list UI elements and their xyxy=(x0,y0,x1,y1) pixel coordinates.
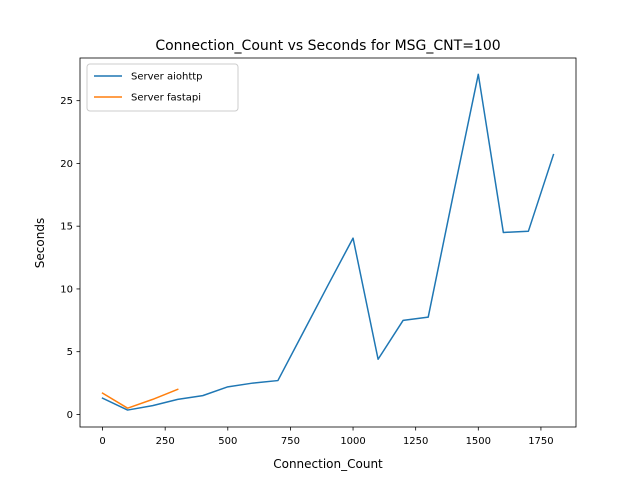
series-line-0 xyxy=(101,73,555,411)
legend-box xyxy=(86,63,239,112)
x-tick-label-0: 0 xyxy=(99,436,105,447)
x-tick-label-6: 1500 xyxy=(466,436,491,447)
legend-label-1: Server fastapi xyxy=(131,93,201,104)
y-tick-label-0: 0 xyxy=(67,410,73,421)
x-axis-label: Connection_Count xyxy=(273,457,383,471)
x-tick-label-1: 250 xyxy=(156,436,175,447)
y-tick-label-3: 15 xyxy=(60,222,73,233)
x-tick-label-2: 500 xyxy=(218,436,237,447)
y-tick-label-4: 20 xyxy=(60,159,73,170)
x-tick-label-5: 1250 xyxy=(403,436,428,447)
axes-frame xyxy=(79,57,577,428)
y-axis-label: Seconds xyxy=(33,218,47,268)
legend-label-0: Server aiohttp xyxy=(131,72,203,83)
plot-area: 0 250 500 750 1000 1250 1500 1750 0 5 10 15 20 25 xyxy=(60,57,577,447)
chart-title: Connection_Count vs Seconds for MSG_CNT=… xyxy=(155,38,500,54)
y-tick-label-1: 5 xyxy=(67,347,73,358)
x-tick-label-4: 1000 xyxy=(340,436,365,447)
series-line-1 xyxy=(101,388,179,409)
y-tick-label-5: 25 xyxy=(60,96,73,107)
y-tick-label-2: 10 xyxy=(60,284,73,295)
x-tick-label-7: 1750 xyxy=(528,436,553,447)
legend: Server aiohttp Server fastapi xyxy=(86,63,239,112)
x-tick-label-3: 750 xyxy=(281,436,300,447)
